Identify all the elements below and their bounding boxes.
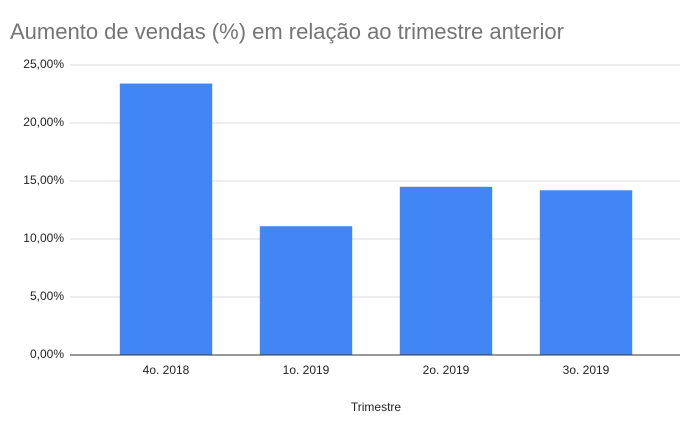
bar: [399, 186, 493, 355]
y-tick-label: 5,00%: [30, 289, 64, 303]
y-tick-label: 10,00%: [23, 231, 64, 245]
x-tick-label: 3o. 2019: [563, 363, 610, 377]
y-tick-label: 0,00%: [30, 347, 64, 361]
x-tick-label: 4o. 2018: [143, 363, 190, 377]
y-tick-label: 25,00%: [23, 57, 64, 71]
y-tick-label: 20,00%: [23, 115, 64, 129]
bar: [539, 190, 633, 355]
x-tick-label: 1o. 2019: [283, 363, 330, 377]
x-axis-label: Trimestre: [351, 400, 402, 414]
chart-title: Aumento de vendas (%) em relação ao trim…: [10, 19, 564, 44]
y-tick-label: 15,00%: [23, 173, 64, 187]
bar: [119, 83, 213, 355]
x-tick-label: 2o. 2019: [423, 363, 470, 377]
bar: [259, 226, 353, 355]
